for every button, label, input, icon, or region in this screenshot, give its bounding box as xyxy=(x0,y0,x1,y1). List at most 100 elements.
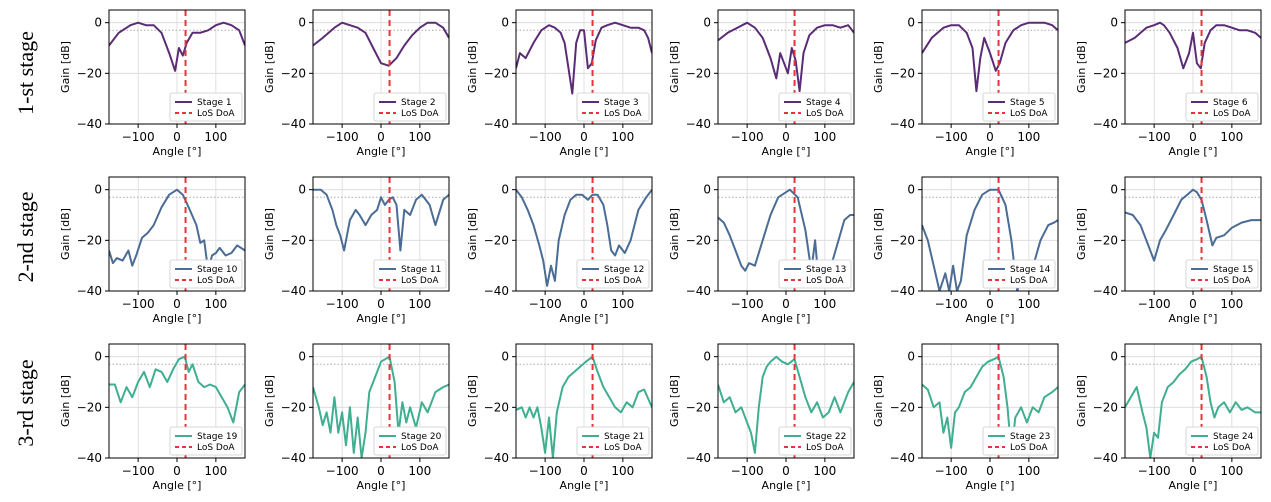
x-axis-label: Angle [°] xyxy=(560,479,609,492)
y-axis-label: Gain [dB] xyxy=(872,208,885,260)
x-tick-label: 0 xyxy=(986,130,994,144)
legend-box xyxy=(169,92,243,122)
chart-panel-10: −100 0 100 0 −20 −40 Angle [°] Gain [dB] Stage 1… xyxy=(668,176,855,325)
x-tick-label: 0 xyxy=(986,464,994,478)
y-tick-label: −40 xyxy=(77,284,102,298)
x-tick-label: 0 xyxy=(1189,130,1197,144)
y-axis-label: Gain [dB] xyxy=(1075,208,1088,260)
x-tick-label: 0 xyxy=(377,464,385,478)
x-tick-label: 100 xyxy=(408,297,431,311)
x-tick-label: −100 xyxy=(122,130,155,144)
chart-panel-17: −100 0 100 0 −20 −40 Angle [°] Gain [dB] Stage 2… xyxy=(872,343,1059,492)
x-tick-label: 0 xyxy=(173,297,181,311)
x-tick-label: 100 xyxy=(1017,297,1040,311)
series-line-stage-11 xyxy=(313,188,449,252)
y-axis-label: Gain [dB] xyxy=(263,41,276,93)
legend-box xyxy=(576,92,650,122)
x-tick-label: −100 xyxy=(529,130,562,144)
y-tick-label: 0 xyxy=(1110,16,1118,30)
row-label-3: 3-rd stage xyxy=(13,359,38,446)
y-tick-label: 0 xyxy=(501,350,509,364)
legend-label-los: LoS DoA xyxy=(604,443,642,453)
legend-box xyxy=(169,259,243,289)
x-axis-label: Angle [°] xyxy=(357,312,406,325)
legend-label-stage: Stage 2 xyxy=(401,98,436,108)
y-tick-label: −40 xyxy=(686,451,711,465)
chart-panel-8: −100 0 100 0 −20 −40 Angle [°] Gain [dB] Stage 1… xyxy=(263,176,450,325)
legend-box xyxy=(778,259,852,289)
y-tick-label: −40 xyxy=(890,284,915,298)
x-tick-label: 0 xyxy=(377,297,385,311)
legend-label-los: LoS DoA xyxy=(197,109,235,119)
y-tick-label: −40 xyxy=(890,451,915,465)
series-line-stage-23 xyxy=(922,355,1058,454)
series-line-stage-4 xyxy=(718,21,854,93)
series-line-stage-22 xyxy=(718,355,854,454)
x-axis-label: Angle [°] xyxy=(560,145,609,158)
legend-box xyxy=(982,92,1056,122)
legend-box xyxy=(576,426,650,456)
series-line-stage-2 xyxy=(313,21,449,67)
y-tick-label: −20 xyxy=(281,233,306,247)
x-tick-label: 0 xyxy=(377,130,385,144)
x-axis-label: Angle [°] xyxy=(357,145,406,158)
legend-label-stage: Stage 12 xyxy=(604,265,644,275)
legend-label-stage: Stage 13 xyxy=(806,265,846,275)
x-tick-label: 100 xyxy=(408,130,431,144)
y-tick-label: 0 xyxy=(501,16,509,30)
x-tick-label: 0 xyxy=(580,297,588,311)
x-tick-label: 100 xyxy=(1220,297,1243,311)
series-line-stage-10 xyxy=(109,188,245,272)
y-axis-label: Gain [dB] xyxy=(466,208,479,260)
y-axis-label: Gain [dB] xyxy=(872,375,885,427)
legend-label-los: LoS DoA xyxy=(1213,109,1251,119)
x-tick-label: 100 xyxy=(1220,130,1243,144)
y-axis-label: Gain [dB] xyxy=(263,208,276,260)
y-tick-label: 0 xyxy=(94,350,102,364)
legend-box xyxy=(1185,259,1259,289)
legend-label-stage: Stage 19 xyxy=(197,432,238,442)
legend-label-los: LoS DoA xyxy=(806,276,844,286)
chart-panel-2: −100 0 100 0 −20 −40 Angle [°] Gain [dB] Stage 2… xyxy=(263,9,450,158)
legend-label-stage: Stage 15 xyxy=(1213,265,1253,275)
legend-label-los: LoS DoA xyxy=(1010,443,1048,453)
legend-box xyxy=(576,259,650,289)
chart-panel-14: −100 0 100 0 −20 −40 Angle [°] Gain [dB] Stage 2… xyxy=(263,343,450,492)
legend-label-los: LoS DoA xyxy=(401,276,439,286)
legend-box xyxy=(982,426,1056,456)
x-axis-label: Angle [°] xyxy=(153,312,202,325)
y-tick-label: −20 xyxy=(686,400,711,414)
x-tick-label: 0 xyxy=(782,130,790,144)
x-tick-label: 100 xyxy=(408,464,431,478)
y-tick-label: −20 xyxy=(77,400,102,414)
y-tick-label: −40 xyxy=(686,117,711,131)
y-tick-label: −40 xyxy=(77,451,102,465)
y-tick-label: −20 xyxy=(281,66,306,80)
y-axis-label: Gain [dB] xyxy=(59,41,72,93)
x-axis-label: Angle [°] xyxy=(966,145,1015,158)
x-axis-label: Angle [°] xyxy=(560,312,609,325)
y-axis-label: Gain [dB] xyxy=(466,41,479,93)
y-tick-label: 0 xyxy=(703,16,711,30)
legend-label-stage: Stage 5 xyxy=(1010,98,1045,108)
x-tick-label: 0 xyxy=(580,464,588,478)
chart-panel-6: −100 0 100 0 −20 −40 Angle [°] Gain [dB] Stage 6… xyxy=(1075,9,1262,158)
y-tick-label: 0 xyxy=(703,183,711,197)
y-tick-label: −40 xyxy=(281,284,306,298)
y-tick-label: −20 xyxy=(1093,233,1118,247)
y-tick-label: −20 xyxy=(890,66,915,80)
x-tick-label: 100 xyxy=(611,130,634,144)
legend-box xyxy=(373,426,447,456)
legend-label-stage: Stage 21 xyxy=(604,432,644,442)
x-tick-label: −100 xyxy=(935,464,968,478)
x-tick-label: 100 xyxy=(204,130,227,144)
x-tick-label: −100 xyxy=(1138,130,1171,144)
chart-panel-9: −100 0 100 0 −20 −40 Angle [°] Gain [dB] Stage 1… xyxy=(466,176,653,325)
y-tick-label: −40 xyxy=(484,117,509,131)
chart-panel-3: −100 0 100 0 −20 −40 Angle [°] Gain [dB] Stage 3… xyxy=(466,9,653,158)
y-axis-label: Gain [dB] xyxy=(668,375,681,427)
y-tick-label: −20 xyxy=(484,233,509,247)
x-axis-label: Angle [°] xyxy=(1169,479,1218,492)
legend-label-stage: Stage 22 xyxy=(806,432,846,442)
legend-label-los: LoS DoA xyxy=(401,109,439,119)
